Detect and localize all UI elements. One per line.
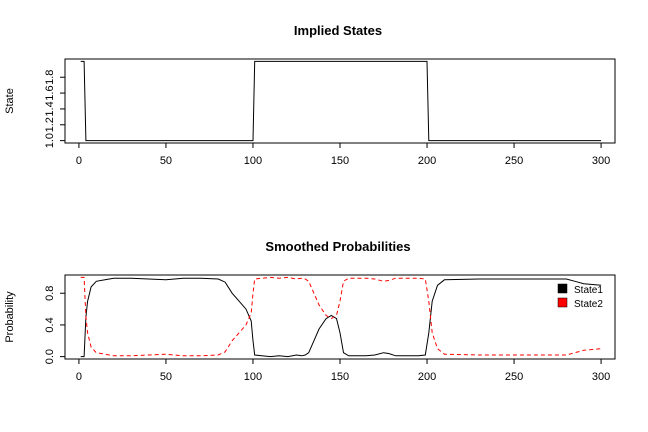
implied-states-series-group [80, 60, 602, 142]
smoothed-probabilities-series-group [80, 276, 602, 358]
smoothed-probabilities-legend: State1 State2 [557, 283, 603, 310]
implied-states-y-tick-label: 1.2 [44, 117, 56, 132]
implied-states-x-tick-label: 150 [331, 155, 349, 167]
implied-states-panel: Implied States State 0 50 100 150 200 250 300 … [4, 23, 616, 167]
smoothed-probabilities-x-axis: 0 50 100 150 200 250 300 [76, 359, 610, 383]
implied-states-y-tick-label: 1.0 [44, 133, 56, 148]
implied-states-y-axis-label: State [4, 88, 16, 114]
implied-states-x-axis: 0 50 100 150 200 250 300 [76, 143, 610, 167]
smoothed-probabilities-x-tick-label: 50 [160, 371, 172, 383]
implied-states-x-tick-label: 0 [76, 155, 82, 167]
implied-states-plot-frame [64, 58, 616, 144]
smoothed-probabilities-series-state2-line [80, 276, 602, 357]
implied-states-series-state-line [80, 60, 602, 142]
smoothed-probabilities-y-tick-label: 0.4 [44, 317, 56, 332]
implied-states-y-tick-label: 1.8 [44, 70, 56, 85]
implied-states-x-tick-label: 200 [418, 155, 436, 167]
smoothed-probabilities-x-tick-label: 100 [244, 371, 262, 383]
smoothed-probabilities-y-axis-label: Probability [4, 291, 16, 343]
implied-states-x-tick-label: 100 [244, 155, 262, 167]
smoothed-probabilities-panel: Smoothed Probabilities Probability 0 50 10… [4, 239, 616, 383]
smoothed-probabilities-y-tick-label: 0.8 [44, 286, 56, 301]
smoothed-probabilities-x-tick-label: 250 [505, 371, 523, 383]
smoothed-probabilities-x-tick-label: 150 [331, 371, 349, 383]
legend-label-state2: State2 [574, 299, 603, 310]
smoothed-probabilities-x-tick-label: 0 [76, 371, 82, 383]
legend-swatch-state2 [557, 297, 568, 308]
implied-states-y-tick-label: 1.6 [44, 85, 56, 100]
implied-states-y-tick-label: 1.4 [44, 101, 56, 116]
implied-states-x-tick-label: 300 [592, 155, 610, 167]
smoothed-probabilities-x-tick-label: 300 [592, 371, 610, 383]
implied-states-y-axis: 1.01.21.41.61.8 [44, 70, 65, 148]
implied-states-title: Implied States [294, 23, 382, 38]
smoothed-probabilities-plot-frame [64, 274, 616, 360]
smoothed-probabilities-series-state1-line [80, 277, 602, 358]
implied-states-x-tick-label: 50 [160, 155, 172, 167]
legend-swatch-state1 [557, 283, 568, 294]
smoothed-probabilities-y-axis: 0.0 0.4 0.8 [44, 286, 65, 364]
smoothed-probabilities-y-tick-label: 0.0 [44, 349, 56, 364]
smoothed-probabilities-title: Smoothed Probabilities [265, 239, 410, 254]
legend-label-state1: State1 [574, 285, 603, 296]
smoothed-probabilities-x-tick-label: 200 [418, 371, 436, 383]
implied-states-x-tick-label: 250 [505, 155, 523, 167]
